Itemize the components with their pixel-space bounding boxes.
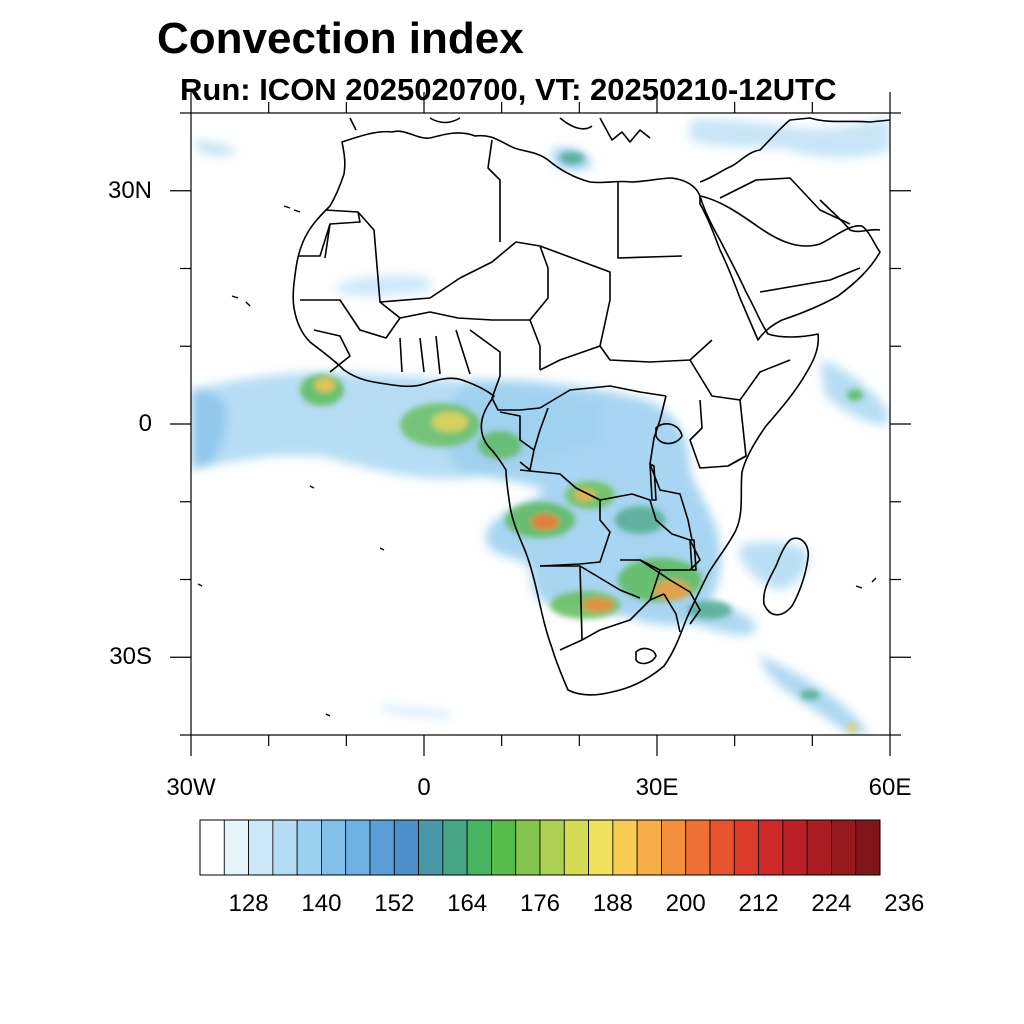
core-botswana-hot — [582, 598, 614, 612]
convection-zone-southwest — [380, 705, 452, 718]
border-car — [539, 345, 667, 409]
convection-zone-madagascar — [740, 541, 809, 590]
x-tick-label: 30W — [166, 774, 216, 801]
colorbar-label: 140 — [301, 890, 342, 917]
border-chad — [529, 245, 549, 370]
colorbar-label: 200 — [665, 890, 706, 917]
mascarene — [855, 577, 877, 589]
middle-east-coast — [699, 117, 890, 183]
x-tick-label: 30E — [635, 774, 679, 801]
core-south-ocean-hot — [847, 723, 857, 733]
y-tick-label: 30S — [109, 643, 152, 671]
core-guinea-coast-hot — [315, 378, 335, 392]
y-tick-label: 0 — [138, 410, 152, 437]
border-kenya-somalia — [689, 399, 747, 469]
border-niger-mali — [379, 301, 530, 321]
convection-zone-west-sahara — [335, 274, 430, 297]
convection-zone-north — [690, 118, 890, 158]
lesotho — [635, 647, 657, 665]
border-algeria-south — [357, 211, 541, 303]
core-south-ocean — [800, 690, 820, 700]
colorbar-label: 176 — [519, 890, 561, 917]
core-zimbabwe-hot — [654, 580, 690, 600]
colorbar-label: 188 — [592, 890, 633, 917]
core-indian-ocean — [847, 389, 863, 401]
arabian-peninsula — [699, 195, 881, 341]
persian-gulf — [819, 199, 881, 233]
colorbar-label: 212 — [738, 890, 779, 917]
border-morocco — [324, 209, 361, 259]
islands — [197, 205, 877, 717]
colorbar-label: 236 — [884, 890, 925, 917]
border-nigeria-cameroon — [469, 329, 541, 411]
border-ethiopia — [689, 359, 791, 467]
axis-ticks — [170, 92, 911, 756]
border-namibia — [540, 565, 641, 641]
x-tick-label: 60E — [868, 774, 912, 801]
convection-zone-iberia — [195, 140, 238, 156]
convection-zone-atlantic-far — [191, 389, 227, 468]
africa-coastline — [292, 130, 820, 696]
map-title: Convection index — [157, 14, 524, 63]
border-sudan — [539, 245, 713, 363]
canary-islands — [231, 205, 301, 307]
border-algeria-libya — [487, 139, 501, 242]
europe-south-coast — [349, 117, 651, 143]
convection-cores — [300, 152, 863, 733]
core-tanzania — [615, 506, 665, 534]
lake-tanganyika — [649, 463, 657, 501]
arabian-border-2 — [759, 267, 861, 293]
colorbar-label: 128 — [228, 890, 269, 917]
border-gabon-congo — [499, 407, 549, 471]
y-tick-label: 30N — [107, 176, 152, 204]
border-zimbabwe-moz — [639, 559, 701, 625]
map-subtitle: Run: ICON 2025020700, VT: 20250210-12UTC — [180, 72, 837, 107]
madagascar — [762, 537, 810, 616]
border-mali-west — [298, 223, 401, 339]
colorbar-label: 164 — [447, 890, 488, 917]
colorbar-label: 224 — [811, 890, 852, 917]
arabian-border-1 — [719, 177, 851, 225]
colorbar-label: 152 — [374, 890, 415, 917]
border-south-africa — [559, 593, 681, 651]
lake-malawi — [689, 539, 697, 571]
core-zambia-hot — [575, 489, 595, 501]
core-drc-west-hot — [531, 514, 559, 530]
core-gulf-guinea-hot — [432, 412, 468, 432]
border-west-africa — [313, 329, 471, 375]
border-angola — [519, 469, 611, 567]
core-cameroon — [478, 431, 522, 459]
lake-victoria — [655, 423, 683, 445]
core-libya — [560, 152, 584, 164]
border-libya-egypt — [617, 182, 683, 259]
plot-area — [191, 117, 890, 735]
country-outlines — [292, 117, 890, 696]
x-tick-label: 0 — [417, 774, 431, 801]
border-botswana — [581, 593, 665, 641]
cape-verde — [197, 485, 385, 717]
core-mozambique — [688, 601, 732, 619]
